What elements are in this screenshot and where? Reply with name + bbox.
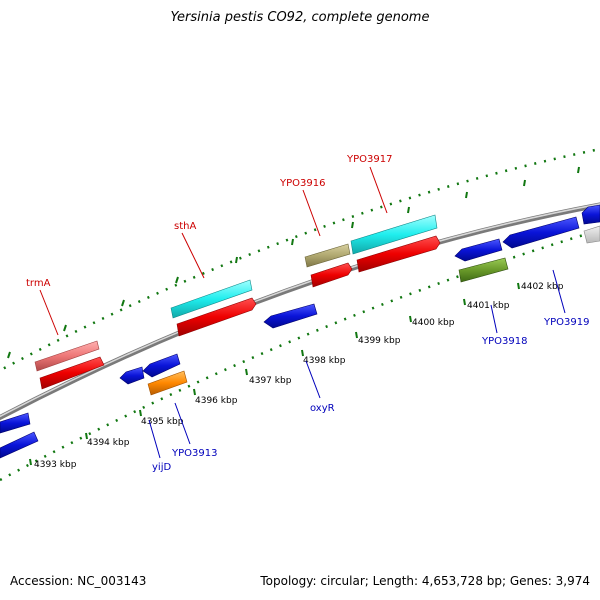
scale-label-4395: 4395 kbp — [141, 417, 184, 427]
genome-backbone-highlight — [0, 203, 600, 418]
scale-label-4394: 4394 kbp — [87, 438, 130, 448]
label-yijD: yijD — [152, 462, 171, 473]
scale-label-4396: 4396 kbp — [195, 396, 238, 406]
gene-red-2[interactable] — [176, 297, 257, 337]
scale-label-4397: 4397 kbp — [249, 376, 292, 386]
scale-label-4400: 4400 kbp — [412, 318, 455, 328]
label-trmA: trmA — [26, 278, 51, 289]
scale-label-4402: 4402 kbp — [521, 282, 564, 292]
label-YPO3919: YPO3919 — [543, 317, 589, 328]
gene-red-4[interactable] — [356, 235, 441, 273]
gene-sthA[interactable] — [170, 279, 253, 319]
scale-label-4401: 4401 kbp — [467, 301, 510, 311]
gene-oxyR[interactable] — [263, 303, 318, 329]
label-oxyR: oxyR — [310, 403, 335, 414]
label-YPO3916: YPO3916 — [279, 178, 325, 189]
gene-YPO3916[interactable] — [304, 243, 351, 268]
gene-yijD[interactable] — [119, 366, 145, 385]
label-leaders-forward — [39, 166, 388, 336]
gene-grey-1[interactable] — [583, 225, 600, 244]
reverse-genes — [0, 204, 600, 459]
gene-blue-6[interactable] — [581, 204, 600, 225]
forward-genes — [34, 214, 441, 390]
gene-red-1[interactable] — [39, 356, 105, 390]
scale-label-4398: 4398 kbp — [303, 356, 346, 366]
gene-blue-5[interactable] — [502, 216, 580, 249]
accession-text: Accession: NC_003143 — [10, 574, 147, 588]
label-sthA: sthA — [174, 221, 196, 232]
gene-YPO3918[interactable] — [458, 257, 509, 283]
scale-label-4399: 4399 kbp — [358, 336, 401, 346]
gene-blue-1[interactable] — [0, 412, 31, 434]
genome-summary-text: Topology: circular; Length: 4,653,728 bp… — [260, 574, 590, 588]
gene-blue-2[interactable] — [0, 431, 39, 459]
gene-blue-3[interactable] — [142, 353, 181, 378]
genome-backbone — [0, 202, 600, 421]
gene-trmA[interactable] — [34, 340, 100, 372]
label-YPO3917: YPO3917 — [346, 154, 392, 165]
label-YPO3913: YPO3913 — [171, 448, 217, 459]
label-leaders-reverse — [148, 269, 566, 459]
scale-ticks — [7, 166, 580, 466]
gene-red-3[interactable] — [310, 262, 353, 288]
map-title: Yersinia pestis CO92, complete genome — [170, 10, 430, 25]
label-YPO3918: YPO3918 — [481, 336, 527, 347]
scale-label-4393: 4393 kbp — [34, 460, 77, 470]
gene-YPO3917[interactable] — [350, 214, 438, 255]
gene-YPO3913[interactable] — [147, 370, 188, 396]
gene-blue-4[interactable] — [454, 238, 503, 262]
